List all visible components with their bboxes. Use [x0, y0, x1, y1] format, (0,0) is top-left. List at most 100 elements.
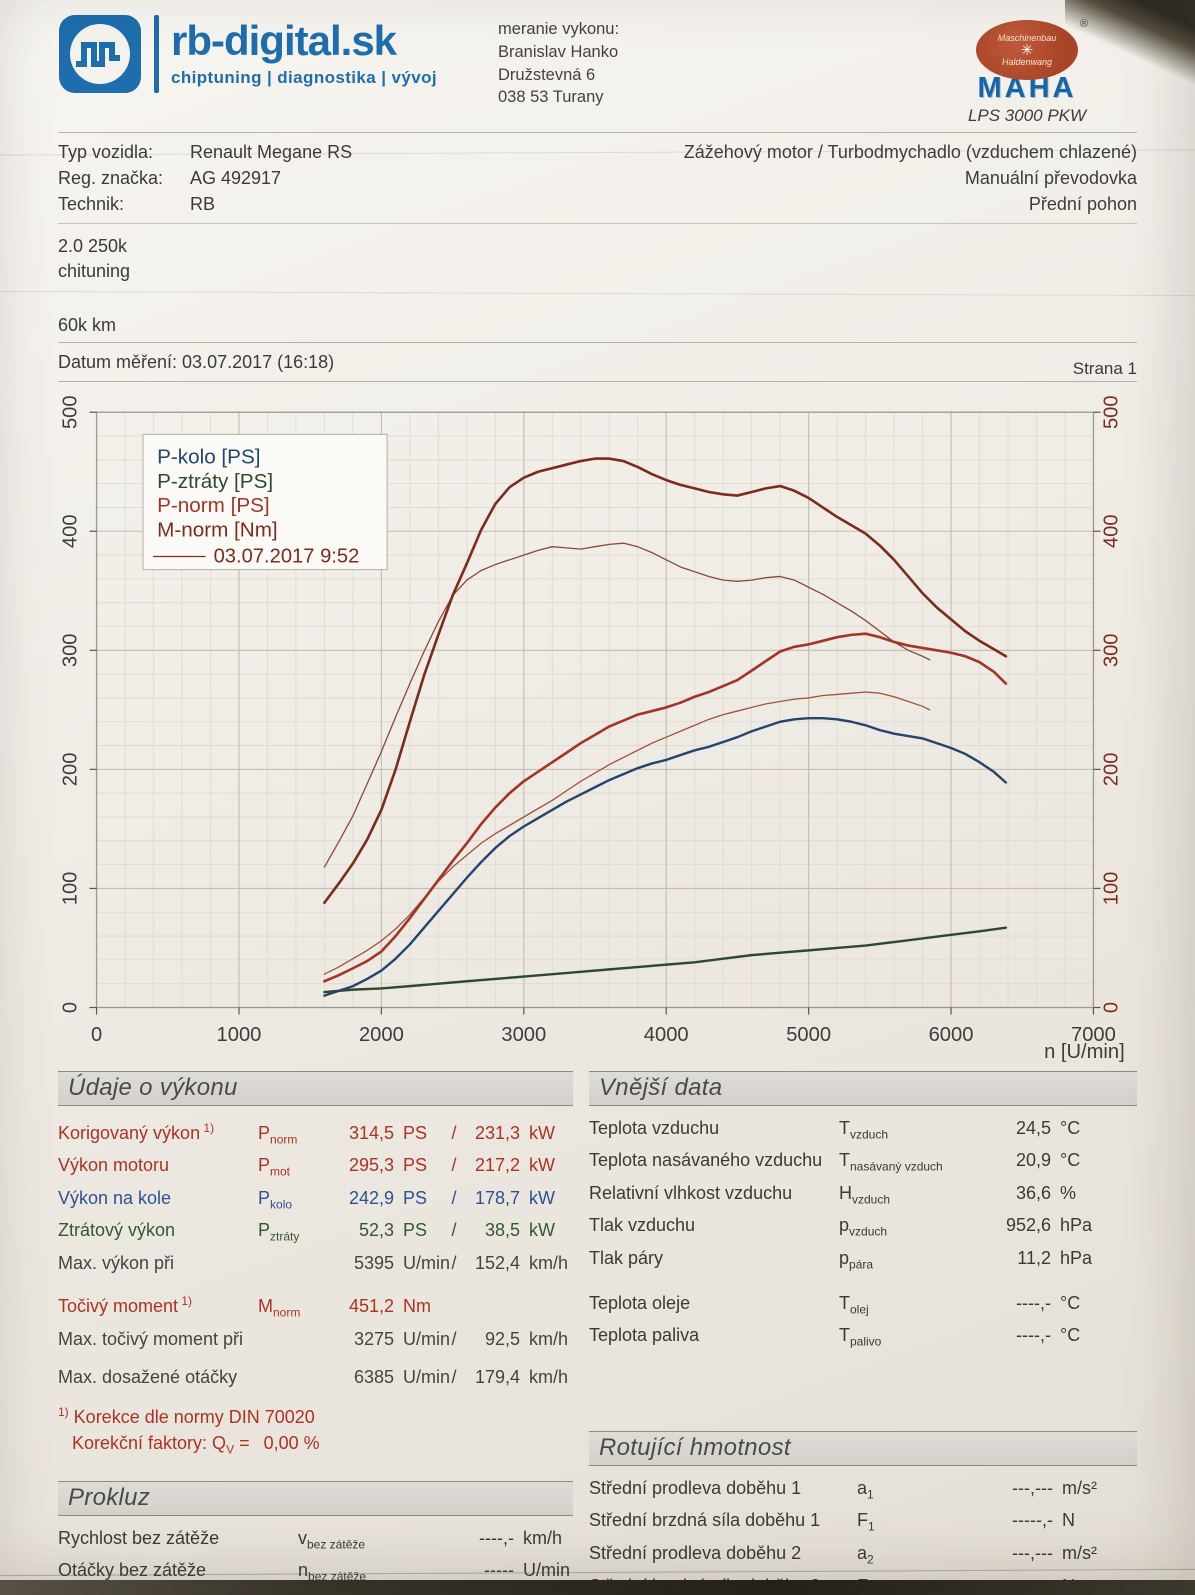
unit-primary: PS — [403, 1220, 428, 1241]
metric-label: Max. točivý moment při — [58, 1328, 244, 1349]
performance-row: Točivý moment 1) Mnorm 451,2 Nm — [58, 1288, 573, 1326]
environment-rows: Teplota vzduchu Tvzduch 24,5 °C Teplota nasá… — [589, 1115, 1137, 1355]
y-tick-label-right: 200 — [1101, 752, 1123, 786]
footnote-mark: 1) — [178, 1294, 193, 1309]
metric-label: Ztrátový výkon — [58, 1220, 176, 1241]
x-tick-label: 0 — [91, 1023, 102, 1045]
environment-row: Teplota nasávaného vzduchu Tnasávaný vzdu… — [589, 1147, 1137, 1180]
environment-row: Teplota paliva Tpalivo ----,- °C — [589, 1322, 1137, 1355]
legend-item: P-kolo [PS] — [157, 445, 260, 468]
metric-unit: m/s² — [1062, 1543, 1097, 1563]
rotating-mass-section-header: Rotující hmotnost — [589, 1430, 1137, 1466]
unit-primary: U/min — [403, 1366, 451, 1387]
rotating-mass-row: Střední prodleva doběhu 1 a1 ---,--- m/s² — [589, 1475, 1137, 1508]
vehicle-field-row: Technik: RB — [58, 191, 352, 217]
x-tick-label: 2000 — [359, 1023, 404, 1045]
value-secondary: 217,2 — [474, 1155, 520, 1176]
footnote-mark: 1) — [58, 1404, 69, 1419]
metric-value: ----- — [484, 1560, 514, 1581]
value-separator: / — [451, 1253, 457, 1274]
section-title: Vnější data — [599, 1074, 723, 1102]
measurement-date: Datum měření: 03.07.2017 (16:18) — [58, 351, 335, 372]
results-left-column: Údaje o výkonu Korigovaný výkon 1) Pnorm 3… — [58, 1070, 573, 1595]
engine-info-line: Manuální převodovka — [964, 168, 1137, 189]
metric-symbol: a1 — [857, 1477, 874, 1502]
x-tick-label: 4000 — [644, 1023, 689, 1045]
divider — [58, 341, 1137, 343]
y-tick-label-right: 500 — [1101, 395, 1123, 429]
x-tick-label: 5000 — [786, 1023, 831, 1045]
metric-value: -----,- — [1012, 1510, 1053, 1531]
metric-value: ----,- — [479, 1527, 514, 1548]
engine-info-line: Zážehový motor / Turbodmychadlo (vzduche… — [683, 142, 1137, 162]
value-primary: 52,3 — [358, 1220, 394, 1241]
environment-row: Tlak vzduchu pvzduch 952,6 hPa — [589, 1212, 1137, 1245]
vehicle-info-section: Typ vozidla: Renault Megane RS Reg. značka… — [58, 139, 1137, 217]
metric-symbol: a2 — [857, 1543, 874, 1567]
metric-label: Relativní vlhkost vzduchu — [589, 1182, 793, 1203]
metric-symbol: Tpalivo — [839, 1325, 882, 1349]
unit-primary: PS — [403, 1187, 428, 1208]
vehicle-field-label: Typ vozidla: — [58, 142, 154, 162]
metric-unit: U/min — [523, 1560, 571, 1581]
vehicle-field-row: Typ vozidla: Renault Megane RS — [58, 139, 352, 165]
metric-symbol: Pnorm — [258, 1122, 298, 1147]
value-secondary: 178,7 — [474, 1187, 520, 1208]
performance-row: Max. výkon při 5395 U/min/ 152,4 km/h — [58, 1250, 573, 1276]
performance-rows: Korigovaný výkon 1) Pnorm 314,5 PS/231,3 kW V… — [58, 1115, 573, 1390]
metric-unit: km/h — [523, 1527, 563, 1548]
metric-symbol-subscript: pára — [849, 1257, 874, 1272]
metric-unit: °C — [1060, 1325, 1081, 1346]
metric-symbol: Tolej — [839, 1292, 869, 1317]
chart-legend: P-kolo [PS]P-ztráty [PS]P-norm [PS]M-nor… — [142, 433, 388, 570]
performance-row: Výkon motoru Pmot 295,3 PS / 217,2 kW — [58, 1152, 573, 1185]
metric-symbol: Hvzduch — [839, 1182, 891, 1207]
metric-value: 952,6 — [1005, 1215, 1051, 1236]
metric-symbol: vbez zátěže — [298, 1527, 366, 1552]
environment-row: Teplota oleje Tolej ----,- °C — [589, 1290, 1137, 1323]
metric-symbol-subscript: palivo — [850, 1334, 882, 1349]
metric-symbol-subscript: nasávaný vzduch — [850, 1159, 943, 1174]
metric-label: Střední prodleva doběhu 2 — [589, 1543, 802, 1563]
y-tick-label-left: 300 — [59, 633, 81, 667]
engine-info-line: Přední pohon — [1028, 194, 1137, 215]
engine-info: Zážehový motor / Turbodmychadlo (vzduche… — [684, 139, 1137, 217]
y-tick-label-left: 500 — [59, 395, 81, 429]
brand-tagline: chiptuning | diagnostika | vývoj — [171, 68, 438, 87]
metric-symbol: Mnorm — [258, 1296, 301, 1320]
rotating-mass-rows: Střední prodleva doběhu 1 a1 ---,--- m/s² St… — [589, 1475, 1137, 1595]
metric-label: Střední prodleva doběhu 1 — [589, 1477, 802, 1498]
footnote-line-1: 1) Korekce dle normy DIN 70020 — [58, 1404, 573, 1430]
maha-gear-icon: ✳ — [1020, 41, 1034, 59]
performance-row: Výkon na kole Pkolo 242,9 PS / 178,7 kW — [58, 1185, 573, 1218]
correction-footnotes: 1) Korekce dle normy DIN 70020 Korekční f… — [58, 1404, 573, 1459]
metric-symbol-subscript: vzduch — [849, 1225, 888, 1240]
environment-section-header: Vnější data — [589, 1070, 1137, 1106]
environment-row: Teplota vzduchu Tvzduch 24,5 °C — [589, 1115, 1137, 1148]
metric-symbol-subscript: norm — [270, 1132, 298, 1147]
series-m-norm-prev — [323, 542, 931, 868]
metric-value: 11,2 — [1017, 1248, 1051, 1269]
metric-symbol-subscript: vzduch — [852, 1192, 891, 1207]
correction-factor-value: 0,00 % — [263, 1432, 320, 1453]
metric-label: Teplota oleje — [589, 1292, 691, 1313]
metric-symbol: F1 — [857, 1510, 875, 1534]
metric-symbol-subscript: ztráty — [270, 1230, 300, 1245]
legend-item: P-ztráty [PS] — [157, 470, 273, 493]
y-tick-label-right: 400 — [1101, 514, 1123, 548]
metric-label: Tlak vzduchu — [589, 1215, 696, 1236]
metric-label: Střední brzdná síla doběhu 1 — [589, 1510, 821, 1531]
value-secondary: 92,5 — [484, 1328, 520, 1349]
rotating-mass-row: Střední prodleva doběhu 2 a2 ---,--- m/s² — [589, 1540, 1137, 1573]
chart-grid — [95, 411, 1095, 1008]
metric-value: ---,--- — [1012, 1543, 1053, 1563]
performance-row: Ztrátový výkon Pztráty 52,3 PS / 38,5 kW — [58, 1217, 573, 1250]
unit-primary: Nm — [403, 1296, 431, 1317]
y-tick-label-left: 0 — [59, 1002, 81, 1013]
metric-label: Teplota vzduchu — [589, 1117, 720, 1138]
performance-row: Korigovaný výkon 1) Pnorm 314,5 PS / 231,3 kW — [58, 1115, 573, 1153]
rb-digital-logo-icon — [58, 14, 142, 94]
